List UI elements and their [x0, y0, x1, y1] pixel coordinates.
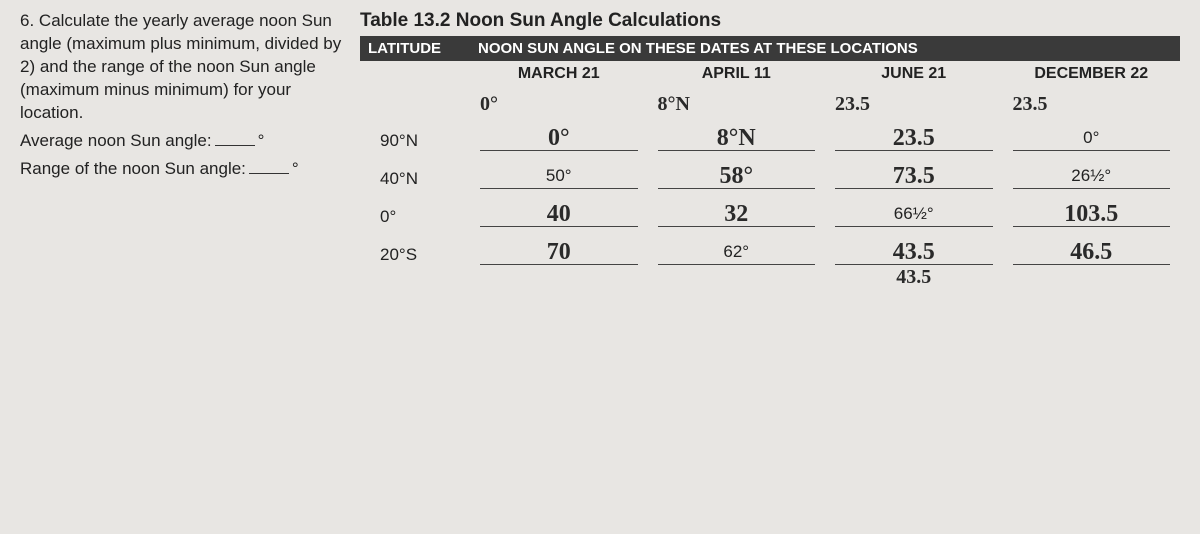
table-cell[interactable]: 58° [658, 159, 816, 189]
average-blank[interactable] [215, 129, 255, 146]
latitude-label: 90°N [360, 131, 470, 151]
printed-value: 62° [723, 242, 749, 264]
table-cell[interactable]: 32 [658, 197, 816, 227]
handwritten-value: 70 [547, 240, 571, 264]
table-cell[interactable]: 8°N [658, 121, 816, 151]
table-row: 90°N 0° 8°N 23.5 0° [360, 115, 1180, 153]
printed-value: 0° [1083, 128, 1099, 150]
table-cell[interactable]: 26½° [1013, 159, 1171, 189]
handwritten-value: 23.5 [835, 93, 870, 115]
col-lat-spacer [360, 65, 470, 83]
table-cell[interactable]: 0° [1013, 121, 1171, 151]
hw-sub: 8°N [658, 94, 816, 115]
header-handwritten-row: 0° 8°N 23.5 23.5 [360, 87, 1180, 115]
latitude-label: 20°S [360, 245, 470, 265]
date-header: APRIL 11 [648, 65, 826, 83]
handwritten-value: 46.5 [1070, 240, 1112, 264]
table-row: 0° 40 32 66½° 103.5 [360, 191, 1180, 229]
question-body: Calculate the yearly average noon Sun an… [20, 11, 341, 122]
table-row: 20°S 70 62° 43.5 46.5 [360, 229, 1180, 267]
hw-sub: 23.5 [1013, 94, 1171, 115]
header-latitude: LATITUDE [368, 40, 478, 57]
handwritten-value: 23.5 [1013, 93, 1048, 115]
table-header-bar: LATITUDE NOON SUN ANGLE ON THESE DATES A… [360, 36, 1180, 61]
table-cell[interactable]: 0° [480, 121, 638, 151]
average-label: Average noon Sun angle: [20, 130, 212, 153]
extra-handwritten-row: 43.5 [360, 267, 1180, 301]
date-header: MARCH 21 [470, 65, 648, 83]
table-cell[interactable]: 73.5 [835, 159, 993, 189]
table-block: Table 13.2 Noon Sun Angle Calculations L… [360, 10, 1180, 301]
range-blank[interactable] [249, 157, 289, 174]
table-cell[interactable]: 70 [480, 235, 638, 265]
handwritten-value: 43.5 [896, 266, 931, 288]
table-title: Table 13.2 Noon Sun Angle Calculations [360, 10, 1180, 32]
hw-sub: 23.5 [835, 94, 993, 115]
handwritten-value: 73.5 [893, 164, 935, 188]
rows-container: 90°N 0° 8°N 23.5 0° 40°N 50° 58° 73.5 26½° 0° 40 32 6… [360, 115, 1180, 267]
range-label: Range of the noon Sun angle: [20, 158, 246, 181]
printed-value: 66½° [894, 204, 934, 226]
extra-cell [480, 267, 638, 301]
question-number: 6. [20, 11, 34, 30]
handwritten-value: 103.5 [1064, 202, 1118, 226]
handwritten-value: 32 [724, 202, 748, 226]
average-row: Average noon Sun angle: ° [20, 129, 345, 153]
table-cell[interactable]: 62° [658, 235, 816, 265]
question-text: 6. Calculate the yearly average noon Sun… [20, 10, 345, 125]
table-cell[interactable]: 103.5 [1013, 197, 1171, 227]
range-row: Range of the noon Sun angle: ° [20, 157, 345, 181]
table-cell[interactable]: 50° [480, 159, 638, 189]
degree-symbol: ° [258, 130, 265, 153]
handwritten-value: 23.5 [893, 126, 935, 150]
latitude-label: 0° [360, 207, 470, 227]
printed-value: 26½° [1071, 166, 1111, 188]
table-row: 40°N 50° 58° 73.5 26½° [360, 153, 1180, 191]
table-cell[interactable]: 40 [480, 197, 638, 227]
handwritten-value: 0° [480, 93, 498, 115]
table-cell[interactable]: 46.5 [1013, 235, 1171, 265]
printed-value: 50° [546, 166, 572, 188]
handwritten-value: 8°N [717, 126, 756, 150]
handwritten-value: 58° [719, 164, 753, 188]
date-headers-row: MARCH 21 APRIL 11 JUNE 21 DECEMBER 22 [360, 61, 1180, 87]
hw-sub: 0° [480, 94, 638, 115]
extra-cell: 43.5 [835, 267, 993, 301]
header-main: NOON SUN ANGLE ON THESE DATES AT THESE L… [478, 40, 1172, 57]
extra-cell [658, 267, 816, 301]
extra-cell [1013, 267, 1171, 301]
question-block: 6. Calculate the yearly average noon Sun… [20, 10, 360, 301]
table-cell[interactable]: 23.5 [835, 121, 993, 151]
date-header: DECEMBER 22 [1003, 65, 1181, 83]
date-header: JUNE 21 [825, 65, 1003, 83]
degree-symbol: ° [292, 158, 299, 181]
handwritten-value: 0° [548, 126, 570, 150]
col-lat-spacer [360, 267, 470, 301]
handwritten-value: 40 [547, 202, 571, 226]
table-cell[interactable]: 43.5 [835, 235, 993, 265]
handwritten-value: 8°N [658, 93, 690, 115]
worksheet-page: 6. Calculate the yearly average noon Sun… [0, 0, 1200, 311]
table-cell[interactable]: 66½° [835, 197, 993, 227]
handwritten-value: 43.5 [893, 240, 935, 264]
latitude-label: 40°N [360, 169, 470, 189]
